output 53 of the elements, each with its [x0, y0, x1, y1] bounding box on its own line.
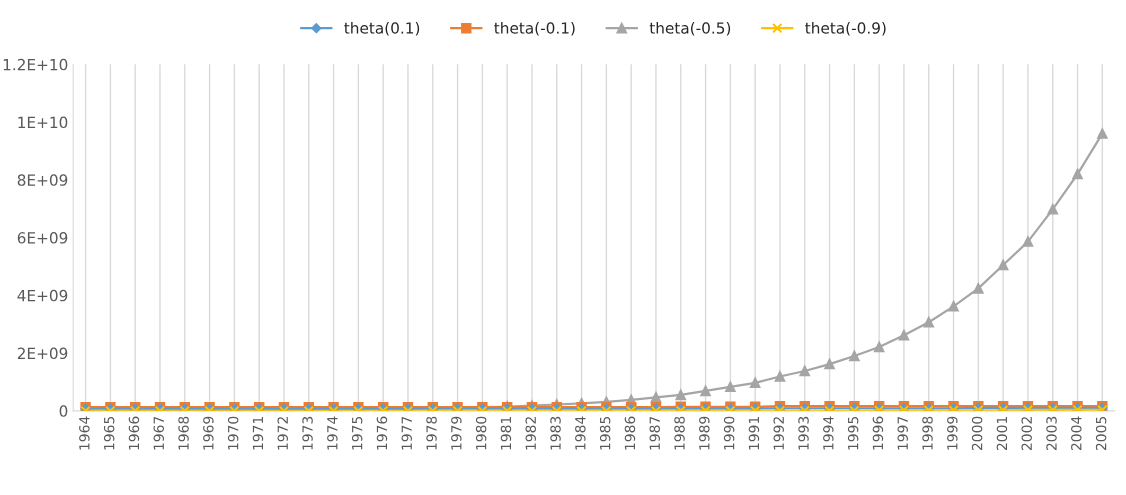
x-tick-label: 1995 — [847, 416, 859, 450]
x-tick-label: 2003 — [1046, 416, 1057, 451]
x-tick-label: 1997 — [897, 416, 908, 450]
x-tick-label: 1967 — [153, 416, 165, 450]
x-tick-label: 1988 — [674, 416, 685, 450]
x-tick-label: 2004 — [1071, 416, 1082, 451]
x-tick-label: 1989 — [699, 416, 710, 450]
x-tick-label: 1968 — [178, 416, 189, 450]
x-tick-label: 1975 — [351, 416, 363, 450]
x-tick-label: 2002 — [1021, 417, 1032, 451]
y-tick-label: 4E+09 — [17, 289, 68, 302]
x-tick-label: 1979 — [451, 416, 462, 450]
x-tick-label: 1991 — [748, 416, 760, 450]
x-tick-label: 1992 — [773, 417, 784, 450]
y-tick-label: 1E+10 — [18, 116, 68, 129]
y-tick-label: 0 — [59, 405, 68, 417]
x-tick-label: 1966 — [128, 416, 140, 450]
x-tick-label: 1978 — [426, 416, 437, 450]
x-tick-label: 1990 — [723, 416, 735, 450]
x-tick-label: 1985 — [599, 416, 611, 450]
x-tick-label: 1965 — [103, 416, 115, 450]
y-tick-label: 2E+09 — [17, 347, 68, 360]
x-tick-label: 1977 — [401, 416, 412, 450]
legend-label: theta(-0.5) — [649, 21, 731, 36]
x-tick-label: 2000 — [971, 416, 983, 451]
x-tick-label: 1964 — [79, 416, 90, 450]
x-tick-label: 1981 — [500, 416, 512, 450]
x-tick-label: 1996 — [872, 416, 884, 450]
x-tick-label: 1974 — [327, 416, 338, 450]
x-tick-label: 1976 — [376, 416, 388, 450]
x-tick-label: 1971 — [252, 416, 264, 450]
x-tick-label: 1984 — [575, 416, 586, 450]
x-tick-label: 1986 — [624, 416, 636, 450]
x-tick-label: 1970 — [227, 416, 239, 450]
x-tick-label: 1982 — [525, 417, 536, 450]
legend-label: theta(-0.1) — [494, 21, 575, 36]
legend-label: theta(-0.9) — [805, 21, 886, 36]
y-tick-label: 1.2E+10 — [3, 58, 68, 71]
x-tick-label: 1983 — [550, 416, 561, 450]
legend-label: theta(0.1) — [344, 21, 420, 36]
x-tick-label: 1969 — [203, 416, 214, 450]
x-tick-label: 1972 — [277, 417, 289, 450]
y-tick-label: 8E+09 — [17, 174, 68, 186]
x-tick-label: 1999 — [947, 416, 958, 450]
x-tick-label: 1987 — [649, 416, 660, 450]
x-tick-label: 1993 — [798, 416, 809, 450]
x-tick-label: 2001 — [996, 416, 1008, 451]
x-tick-label: 1980 — [475, 416, 487, 450]
x-tick-label: 1994 — [823, 416, 834, 450]
x-tick-label: 1973 — [302, 416, 313, 450]
x-tick-label: 2005 — [1095, 416, 1107, 451]
y-tick-label: 6E+09 — [17, 232, 68, 244]
x-tick-label: 1998 — [922, 416, 933, 450]
